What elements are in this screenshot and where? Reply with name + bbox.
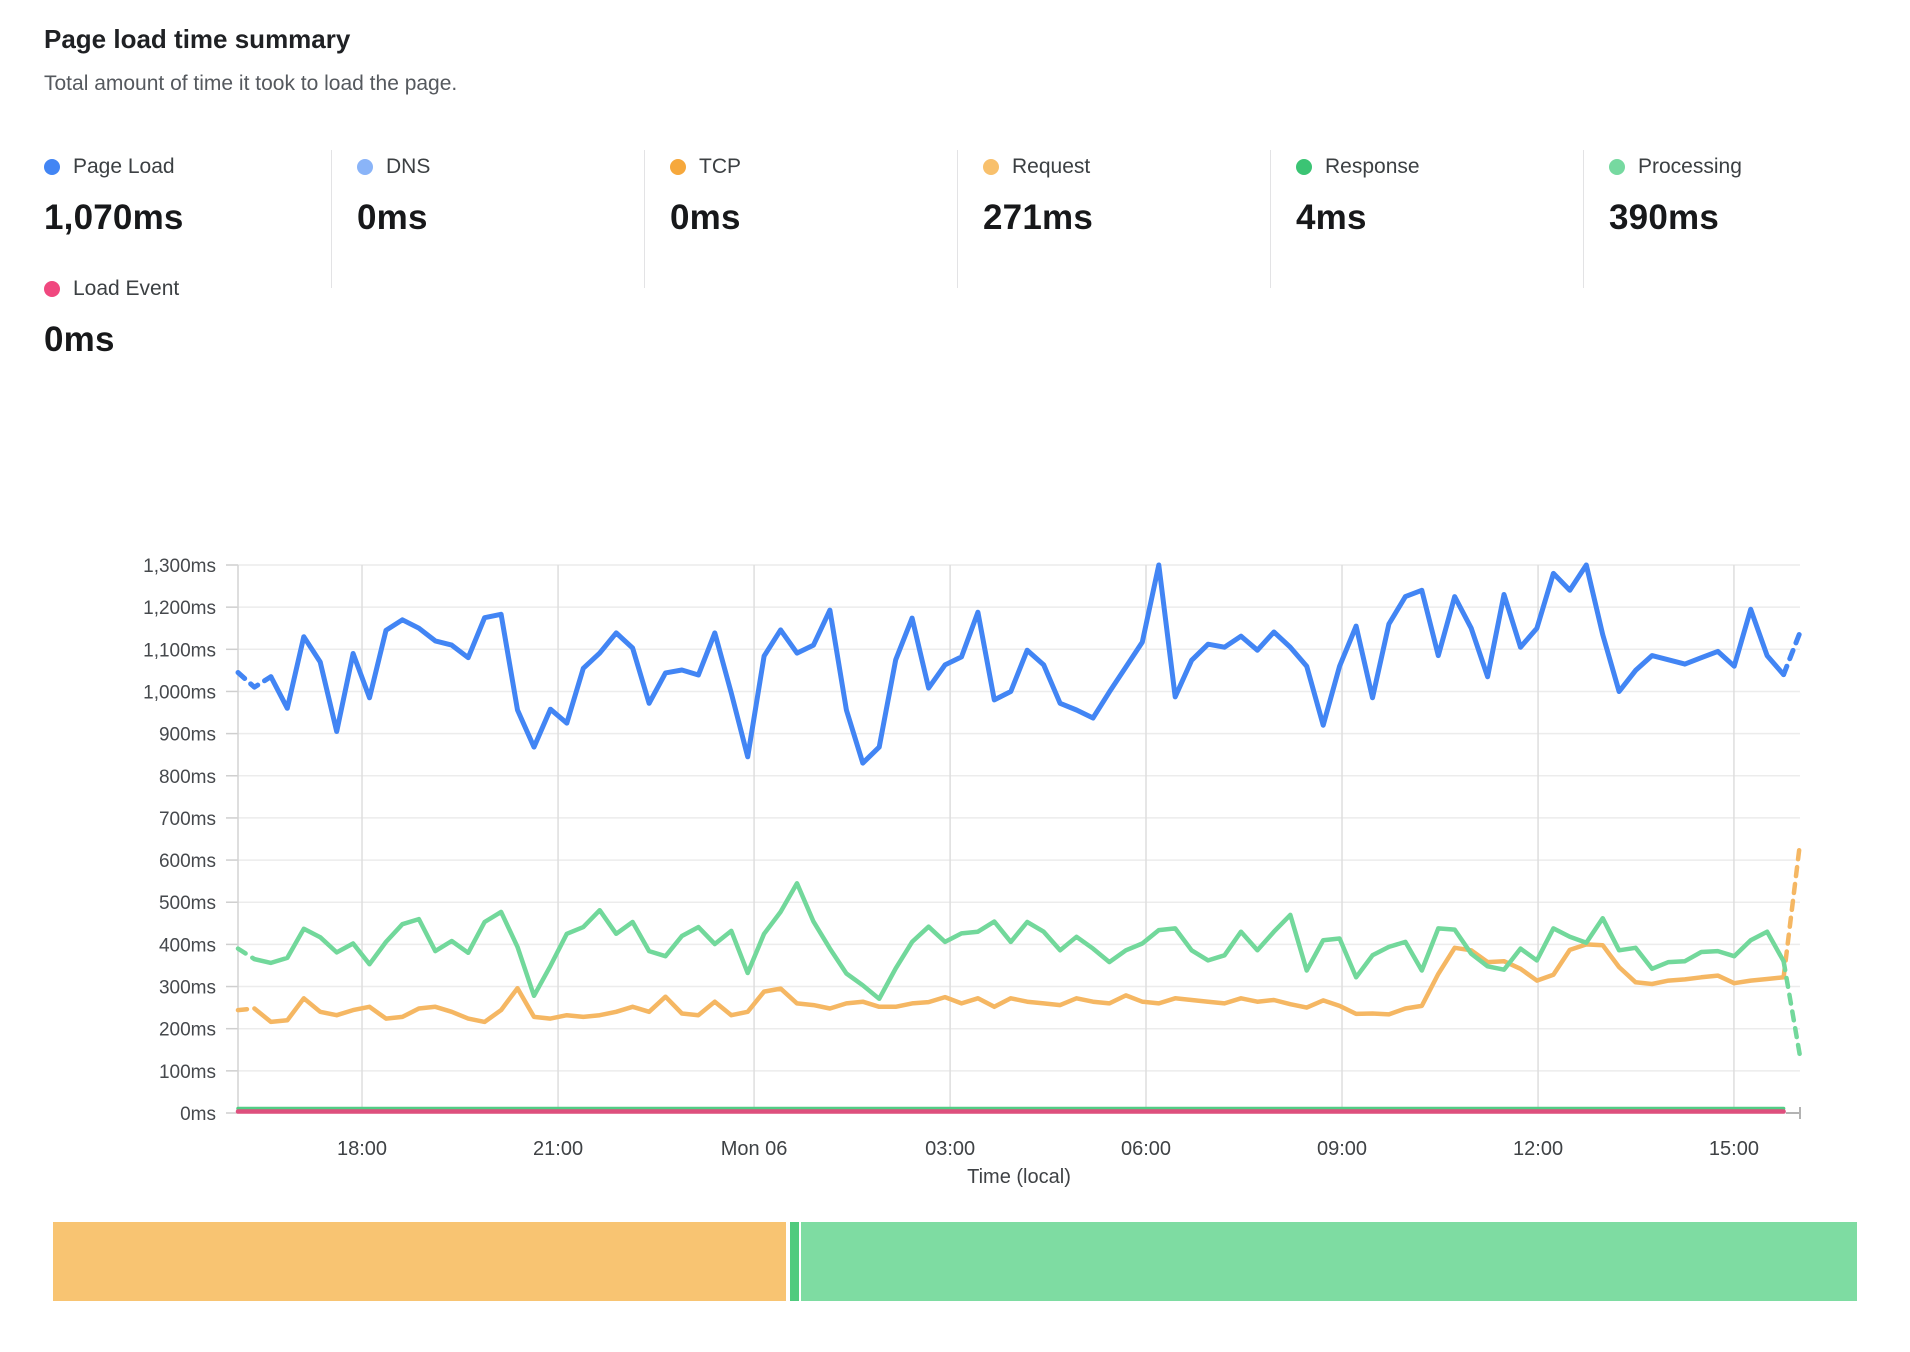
metric-value: 271ms: [983, 198, 1093, 237]
metric-load-event: Load Event 0ms: [44, 272, 324, 360]
metric-response: Response 4ms: [1296, 150, 1576, 238]
metric-label: DNS: [386, 155, 431, 178]
y-tick-label: 500ms: [159, 893, 216, 914]
request-line: [252, 942, 1786, 1025]
metric-value: 390ms: [1609, 198, 1719, 237]
metric-dns: DNS 0ms: [357, 150, 637, 238]
metric-label: Processing: [1638, 155, 1742, 178]
x-tick-label: 18:00: [337, 1138, 387, 1160]
page-load-chart: 0ms 100ms 200ms 300ms 400ms 500ms 600ms 700ms 80…: [0, 430, 1910, 1210]
x-axis-title: Time (local): [967, 1166, 1071, 1188]
processing-line: [252, 881, 1786, 1002]
metric-divider: [957, 150, 958, 288]
x-tick-label: 12:00: [1513, 1138, 1563, 1160]
availability-bar[interactable]: [0, 1222, 1910, 1301]
processing-line: [235, 946, 257, 962]
partial-period-segment[interactable]: [790, 1222, 799, 1301]
response-legend-dot: [1296, 159, 1312, 175]
y-tick-label: 100ms: [159, 1062, 216, 1083]
metrics-row: Page Load 1,070ms DNS 0ms TCP 0ms Request 271ms…: [0, 150, 1910, 290]
x-tick-label: Mon 06: [721, 1138, 788, 1160]
metric-divider: [1583, 150, 1584, 288]
y-tick-label: 900ms: [159, 725, 216, 746]
x-tick-label: 03:00: [925, 1138, 975, 1160]
metric-processing: Processing 390ms: [1609, 150, 1889, 238]
y-tick-label: 1,100ms: [143, 640, 216, 661]
load-event-legend-dot: [44, 281, 60, 297]
metric-label: Response: [1325, 155, 1420, 178]
page-subtitle: Total amount of time it took to load the…: [44, 72, 458, 95]
x-tick-label: 06:00: [1121, 1138, 1171, 1160]
processing-legend-dot: [1609, 159, 1625, 175]
page-title: Page load time summary: [44, 24, 351, 54]
request-legend-dot: [983, 159, 999, 175]
metric-label: TCP: [699, 155, 741, 178]
y-tick-label: 200ms: [159, 1020, 216, 1041]
request-line: [1781, 840, 1803, 980]
metrics-row-2: Load Event 0ms: [44, 272, 324, 360]
y-tick-label: 600ms: [159, 851, 216, 872]
y-tick-label: 300ms: [159, 978, 216, 999]
page-load-line: [268, 562, 1787, 766]
x-tick-label: 09:00: [1317, 1138, 1367, 1160]
metric-page-load: Page Load 1,070ms: [44, 150, 324, 238]
metric-divider: [644, 150, 645, 288]
y-tick-label: 0ms: [180, 1104, 216, 1125]
tcp-legend-dot: [670, 159, 686, 175]
metric-label: Load Event: [73, 277, 180, 300]
page-load-line: [1781, 629, 1803, 678]
y-tick-label: 1,000ms: [143, 682, 216, 703]
y-tick-label: 400ms: [159, 935, 216, 956]
y-tick-label: 1,300ms: [143, 556, 216, 577]
metric-value: 0ms: [44, 320, 115, 359]
y-tick-label: 700ms: [159, 809, 216, 830]
metric-divider: [331, 150, 332, 288]
degraded-period-segment[interactable]: [53, 1222, 786, 1301]
metric-request: Request 271ms: [983, 150, 1263, 238]
x-tick-label: 15:00: [1709, 1138, 1759, 1160]
page-load-legend-dot: [44, 159, 60, 175]
metric-value: 0ms: [670, 198, 741, 237]
dns-legend-dot: [357, 159, 373, 175]
processing-line: [1781, 958, 1803, 1059]
y-tick-label: 1,200ms: [143, 598, 216, 619]
y-tick-label: 800ms: [159, 767, 216, 788]
request-line: [235, 1006, 257, 1013]
healthy-period-segment[interactable]: [801, 1222, 1857, 1301]
metric-label: Page Load: [73, 155, 175, 178]
metric-divider: [1270, 150, 1271, 288]
chart-canvas[interactable]: 0ms 100ms 200ms 300ms 400ms 500ms 600ms 700ms 80…: [0, 430, 1910, 1210]
metric-value: 1,070ms: [44, 198, 184, 237]
metric-value: 0ms: [357, 198, 428, 237]
metric-tcp: TCP 0ms: [670, 150, 950, 238]
x-tick-label: 21:00: [533, 1138, 583, 1160]
page-load-line: [235, 670, 274, 690]
metric-value: 4ms: [1296, 198, 1367, 237]
metric-label: Request: [1012, 155, 1091, 178]
